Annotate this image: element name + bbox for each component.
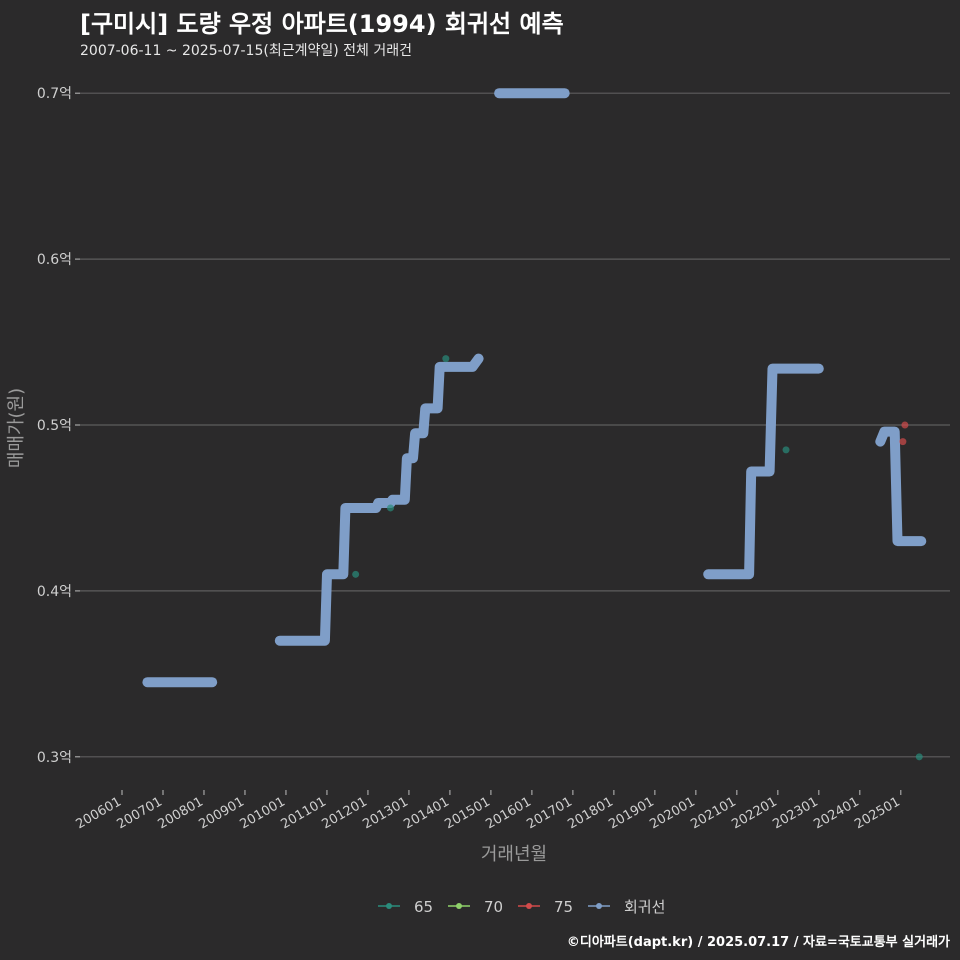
x-tick-label: 201001 [237, 794, 287, 832]
data-point-65 [782, 446, 790, 454]
x-tick-label: 201701 [524, 794, 574, 832]
data-point-65 [442, 355, 450, 363]
grid-lines [80, 92, 950, 758]
x-tick-label: 200701 [115, 794, 165, 832]
data-point-75 [899, 438, 907, 446]
x-tick-label: 200801 [155, 794, 205, 832]
x-axis-ticks: 2006012007012008012009012010012011012012… [74, 790, 903, 832]
legend: 65 70 75 회귀선 [378, 898, 665, 916]
legend-label: 75 [554, 898, 573, 916]
x-tick-label: 201201 [319, 794, 369, 832]
legend-key-dot [456, 903, 462, 909]
y-tick-label: 0.3억 [37, 750, 72, 766]
data-point-65 [915, 753, 923, 761]
source-caption: ©디아파트(dapt.kr) / 2025.07.17 / 자료=국토교통부 실… [566, 935, 950, 950]
y-tick-label: 0.4억 [37, 584, 72, 600]
x-tick-label: 201501 [442, 794, 492, 832]
x-tick-label: 202401 [811, 794, 861, 832]
chart-subtitle: 2007-06-11 ~ 2025-07-15(최근계약일) 전체 거래건 [80, 43, 412, 59]
y-tick-label: 0.5억 [37, 418, 72, 434]
data-points [352, 355, 923, 761]
regression-line [142, 88, 927, 688]
data-point-75 [901, 421, 909, 429]
data-point-65 [352, 570, 360, 578]
legend-label: 70 [484, 898, 503, 916]
regression-line-segment [274, 353, 484, 646]
chart-title: [구미시] 도량 우정 아파트(1994) 회귀선 예측 [80, 10, 564, 38]
legend-key-dot [386, 903, 392, 909]
x-tick-label: 200601 [74, 794, 124, 832]
x-tick-label: 202501 [852, 794, 902, 832]
x-tick-label: 202101 [688, 794, 738, 832]
x-tick-label: 201601 [483, 794, 533, 832]
data-point-65 [386, 504, 394, 512]
x-axis-title: 거래년월 [481, 844, 547, 865]
x-tick-label: 201301 [360, 794, 410, 832]
legend-key-dot [596, 903, 602, 909]
legend-key-dot [526, 903, 532, 909]
x-tick-label: 202201 [729, 794, 779, 832]
y-tick-label: 0.6억 [37, 252, 72, 268]
regression-line-segment [875, 426, 927, 547]
x-tick-label: 201101 [278, 794, 328, 832]
regression-line-segment [703, 363, 824, 580]
y-axis-title: 매매가(원) [6, 388, 27, 468]
x-tick-label: 201801 [565, 794, 615, 832]
y-axis-ticks: 0.3억 0.4억 0.5억 0.6억 0.7억 [37, 86, 80, 766]
x-tick-label: 201901 [606, 794, 656, 832]
legend-label: 65 [414, 898, 433, 916]
x-tick-label: 200901 [196, 794, 246, 832]
x-tick-label: 201401 [401, 794, 451, 832]
y-tick-label: 0.7억 [37, 86, 72, 102]
x-tick-label: 202001 [647, 794, 697, 832]
x-tick-label: 202301 [770, 794, 820, 832]
legend-label: 회귀선 [624, 898, 665, 916]
